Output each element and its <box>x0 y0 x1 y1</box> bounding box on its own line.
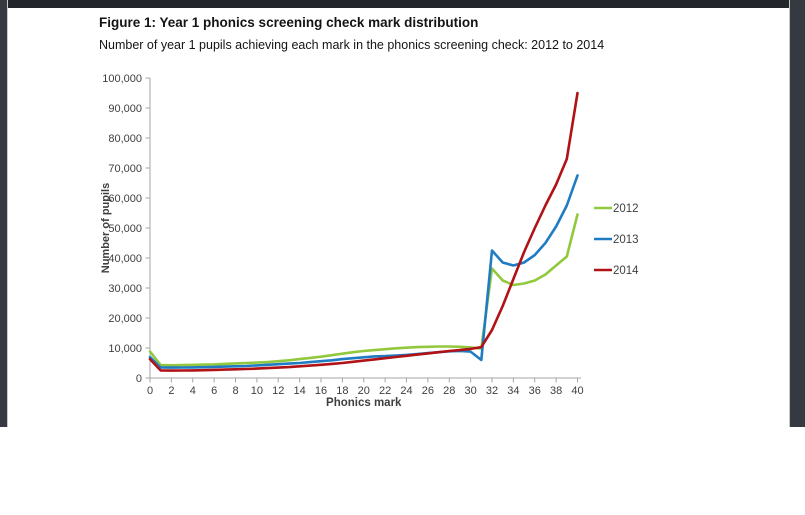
x-axis-tick-label: 4 <box>190 385 196 397</box>
y-axis-title: Number of pupils <box>100 183 112 273</box>
legend-label-2012: 2012 <box>613 203 639 215</box>
y-axis-tick-label: 0 <box>136 373 142 385</box>
y-axis-tick-label: 60,000 <box>108 193 142 205</box>
y-axis-tick-label: 100,000 <box>102 73 142 85</box>
figure-title: Figure 1: Year 1 phonics screening check… <box>99 15 479 30</box>
x-axis-title: Phonics mark <box>326 397 402 409</box>
x-axis-tick-label: 16 <box>315 385 327 397</box>
x-axis-tick-label: 20 <box>358 385 370 397</box>
figure-header: Figure 1: Year 1 phonics screening check… <box>99 13 604 55</box>
x-axis-tick-label: 6 <box>211 385 217 397</box>
series-line-2014 <box>148 91 579 372</box>
y-axis-tick-label: 90,000 <box>108 103 142 115</box>
viewer-frame-top <box>0 0 805 8</box>
x-axis-tick-label: 38 <box>550 385 562 397</box>
legend-label-2013: 2013 <box>613 234 639 246</box>
y-axis-tick-label: 80,000 <box>108 133 142 145</box>
legend-label-2014: 2014 <box>613 265 639 277</box>
x-axis-tick-label: 30 <box>465 385 477 397</box>
y-axis-tick-label: 40,000 <box>108 253 142 265</box>
y-axis-tick-label: 20,000 <box>108 313 142 325</box>
x-axis-tick-label: 32 <box>486 385 498 397</box>
series-line-2012 <box>148 213 579 367</box>
x-axis-tick-label: 14 <box>294 385 306 397</box>
x-axis-tick-label: 2 <box>168 385 174 397</box>
x-axis-tick-label: 22 <box>379 385 391 397</box>
y-axis-tick-label: 70,000 <box>108 163 142 175</box>
viewer-frame-right <box>789 0 805 427</box>
y-axis-tick-label: 30,000 <box>108 283 142 295</box>
x-axis-tick-label: 24 <box>400 385 412 397</box>
x-axis-tick-label: 12 <box>272 385 284 397</box>
y-axis-tick-label: 10,000 <box>108 343 142 355</box>
x-axis-tick-label: 10 <box>251 385 263 397</box>
x-axis-tick-label: 0 <box>147 385 153 397</box>
x-axis-tick-label: 18 <box>336 385 348 397</box>
x-axis-tick-label: 8 <box>232 385 238 397</box>
y-axis-tick-label: 50,000 <box>108 223 142 235</box>
x-axis-tick-label: 40 <box>571 385 583 397</box>
x-axis-tick-label: 34 <box>507 385 519 397</box>
x-axis-tick-label: 36 <box>529 385 541 397</box>
x-axis-tick-label: 26 <box>422 385 434 397</box>
x-axis-tick-label: 28 <box>443 385 455 397</box>
viewer-frame-left <box>0 0 8 427</box>
figure-subtitle: Number of year 1 pupils achieving each m… <box>99 38 605 52</box>
series-line-2013 <box>148 174 579 369</box>
